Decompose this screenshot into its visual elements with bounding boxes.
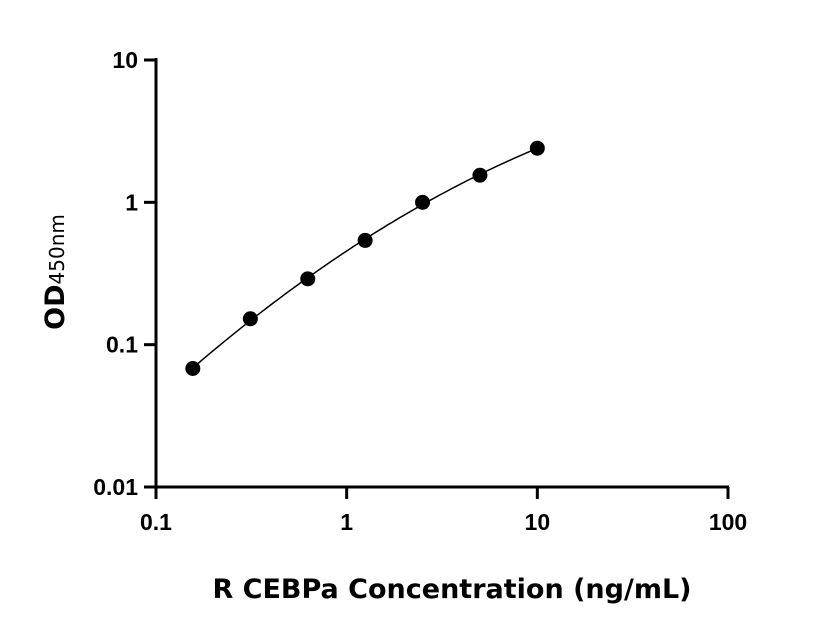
y-tick-label: 10 [112, 47, 138, 73]
y-tick-label: 0.01 [93, 474, 138, 500]
x-tick-label: 10 [525, 509, 551, 535]
fit-curve [192, 147, 538, 369]
y-axis-title: OD450nm [40, 214, 71, 330]
x-axis-title: R CEBPa Concentration (ng/mL) [212, 574, 691, 605]
axes [146, 58, 729, 497]
y-axis-title-main: OD [40, 284, 71, 329]
x-tick-label: 100 [709, 509, 747, 535]
data-point [357, 232, 373, 248]
data-point [242, 311, 258, 327]
y-axis-title-subscript: 450nm [45, 214, 69, 284]
x-tick-label: 0.1 [140, 509, 172, 535]
data-point [415, 194, 431, 210]
data-point [472, 167, 488, 183]
data-point [185, 361, 201, 377]
y-tick-label: 1 [125, 189, 138, 215]
data-point [300, 271, 316, 287]
data-point [529, 140, 545, 156]
x-tick-label: 1 [340, 509, 353, 535]
y-tick-label: 0.1 [106, 332, 138, 358]
